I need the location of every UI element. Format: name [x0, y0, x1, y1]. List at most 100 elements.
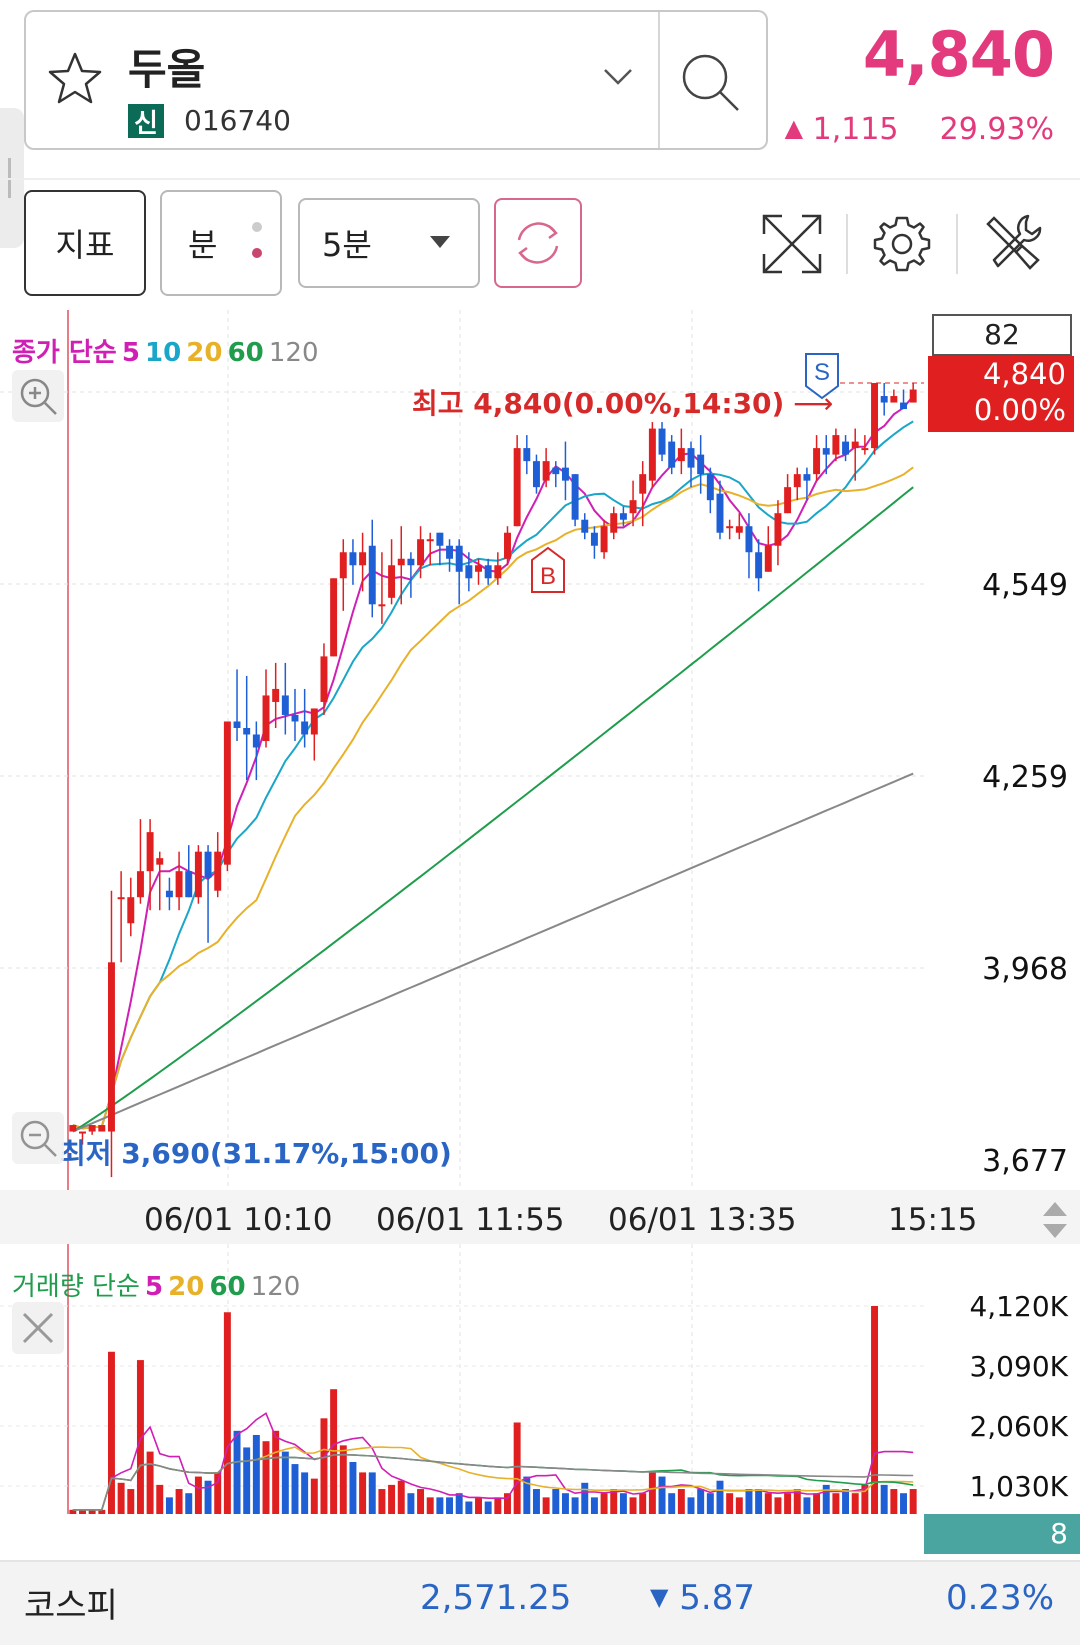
indicator-button[interactable]: 지표: [24, 190, 146, 296]
date-axis-bar[interactable]: [0, 1190, 1080, 1244]
fullscreen-icon[interactable]: [760, 212, 824, 276]
candle-body: [204, 851, 212, 878]
zoom-out-button[interactable]: [12, 1112, 64, 1164]
volume-bar: [301, 1472, 309, 1514]
candle-body: [339, 552, 347, 579]
candle-body: [88, 1125, 96, 1132]
price-legend-prefix: 종가 단순: [12, 338, 117, 368]
y-tick-label: 4,549: [982, 568, 1068, 603]
candle-body: [851, 441, 859, 449]
chevron-down-icon[interactable]: [602, 66, 634, 88]
volume-bar: [629, 1497, 637, 1514]
volume-bar: [552, 1489, 560, 1514]
candle-body: [330, 578, 338, 657]
candle-body: [610, 513, 618, 533]
close-icon: [22, 1312, 54, 1344]
volume-bar: [175, 1489, 183, 1514]
volume-bar: [755, 1489, 763, 1514]
candle-body: [861, 448, 869, 451]
candle-body: [552, 467, 560, 475]
volume-bar: [745, 1489, 753, 1514]
price-legend: 종가 단순 5 10 20 60 120: [12, 332, 319, 369]
candle-body: [532, 461, 540, 488]
time-unit-button[interactable]: 분: [160, 190, 282, 296]
current-price-tag: [928, 356, 1074, 432]
refresh-icon: [517, 222, 559, 264]
volume-bar: [194, 1476, 202, 1514]
caret-down-icon: [430, 236, 450, 248]
interval-select[interactable]: 5분: [298, 198, 480, 288]
candle-body: [465, 565, 473, 579]
interval-value: 5분: [322, 226, 372, 264]
candle-body: [436, 532, 444, 546]
candle-body: [745, 526, 753, 553]
zoom-in-button[interactable]: [12, 370, 64, 422]
candle-body: [494, 565, 502, 579]
scroll-updown-icon[interactable]: [1040, 1198, 1070, 1242]
close-volume-button[interactable]: [12, 1302, 64, 1354]
buy-marker-label: B: [540, 563, 556, 590]
volume-bar: [648, 1472, 656, 1514]
volume-bar: [397, 1480, 405, 1514]
volume-bar: [146, 1451, 154, 1514]
search-icon[interactable]: [676, 48, 746, 118]
volume-bar: [668, 1493, 676, 1514]
volume-bar: [127, 1489, 135, 1514]
volume-chart[interactable]: [0, 1244, 1080, 1560]
toolbar-separator: [0, 178, 1080, 180]
price-chart[interactable]: [0, 310, 1080, 1190]
volume-bar: [513, 1422, 521, 1514]
change-amount: 1,115: [812, 112, 899, 147]
volume-bar: [204, 1480, 212, 1514]
ma60-line: [72, 486, 914, 1133]
volume-bar: [610, 1489, 618, 1514]
stock-code: 016740: [184, 104, 291, 137]
volume-bar: [156, 1484, 164, 1514]
candle-body: [455, 545, 463, 572]
current-tag-rate: 0.00%: [973, 393, 1066, 427]
high-annotation-text: 최고 4,840(0.00%,14:30): [412, 387, 785, 420]
candle-body: [252, 734, 260, 748]
low-annotation: 최저 3,690(31.17%,15:00): [60, 1137, 452, 1170]
volume-bar: [281, 1451, 289, 1514]
candle-body: [832, 435, 840, 455]
down-arrow-icon: ▼: [650, 1583, 669, 1611]
candle-body: [397, 558, 405, 566]
candle-body: [900, 402, 907, 410]
volume-bar: [716, 1480, 724, 1514]
volume-bar: [803, 1497, 811, 1514]
volume-bar: [619, 1493, 627, 1514]
candle-body: [793, 474, 801, 488]
volume-bar: [832, 1493, 840, 1514]
ma5-line: [72, 395, 914, 1130]
volume-tick: 2,060K: [969, 1410, 1068, 1443]
volume-bar: [600, 1493, 608, 1514]
star-icon[interactable]: [46, 50, 104, 108]
candle-body: [822, 448, 830, 455]
volume-bar: [735, 1497, 743, 1514]
volume-bar: [658, 1476, 666, 1514]
gear-icon[interactable]: [870, 212, 934, 276]
volume-bar: [436, 1497, 444, 1514]
candle-body: [880, 396, 888, 403]
refresh-button[interactable]: [494, 198, 582, 288]
volume-bar: [252, 1434, 260, 1514]
volume-bar: [349, 1462, 357, 1514]
candle-body: [504, 532, 511, 559]
candle-body: [523, 448, 531, 462]
volume-bar: [107, 1351, 115, 1514]
toolbar-divider-2: [956, 214, 958, 274]
volume-bar: [764, 1493, 772, 1514]
buy-marker[interactable]: B: [530, 546, 566, 594]
ma20-line: [72, 466, 914, 1130]
candle-body: [668, 441, 676, 468]
tools-icon[interactable]: [980, 210, 1046, 276]
index-ticker-bar[interactable]: [0, 1560, 1080, 1645]
volume-bar: [117, 1482, 125, 1514]
candle-body: [629, 500, 637, 514]
legend-ma120: 120: [268, 338, 319, 368]
current-tag-price: 4,840: [982, 357, 1066, 391]
volume-bar: [165, 1497, 173, 1514]
high-annotation: 최고 4,840(0.00%,14:30) ⟶: [412, 387, 834, 420]
sell-marker[interactable]: S: [804, 352, 840, 400]
